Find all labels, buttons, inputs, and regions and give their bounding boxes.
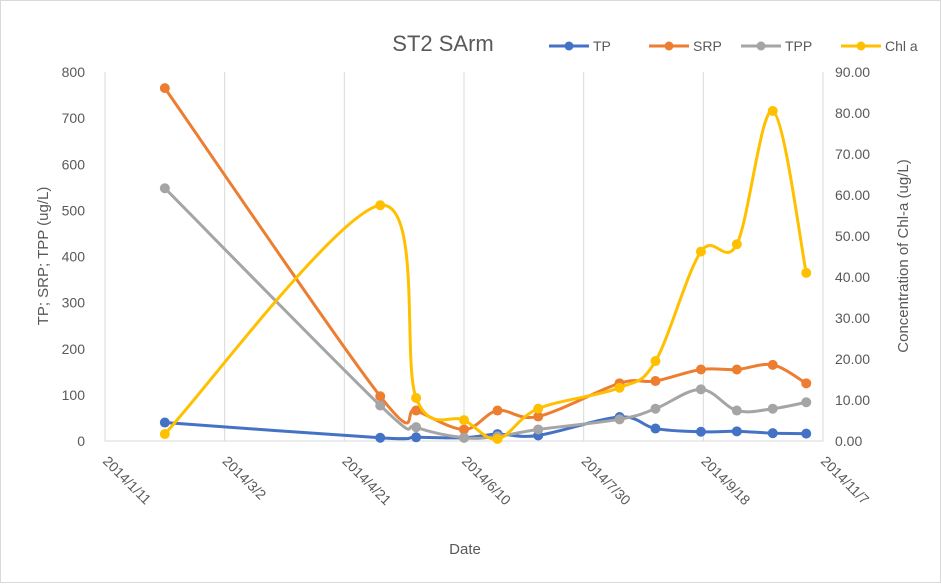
legend-swatch-marker bbox=[664, 41, 674, 51]
data-point-tpp bbox=[533, 424, 544, 435]
legend-label: SRP bbox=[693, 38, 722, 54]
data-point-chl-a bbox=[695, 246, 706, 257]
x-tick-label: 2014/7/30 bbox=[579, 453, 635, 509]
legend: TP SRP TPP Chl a bbox=[549, 38, 918, 54]
y-tick-label: 300 bbox=[62, 295, 86, 311]
y2-axis-title: Concentration of Chl-a (ug/L) bbox=[895, 159, 912, 352]
data-point-tp bbox=[767, 428, 778, 439]
data-point-srp bbox=[375, 391, 386, 402]
data-point-srp bbox=[492, 405, 503, 416]
data-point-chl-a bbox=[159, 429, 170, 440]
data-point-chl-a bbox=[650, 356, 661, 367]
data-point-tp bbox=[375, 432, 386, 443]
y-tick-label: 100 bbox=[62, 387, 86, 403]
y2-tick-label: 0.00 bbox=[835, 433, 862, 449]
data-point-srp bbox=[801, 378, 812, 389]
data-point-srp bbox=[731, 364, 742, 375]
y-tick-label: 800 bbox=[62, 64, 86, 80]
data-point-tpp bbox=[731, 405, 742, 416]
data-point-chl-a bbox=[801, 267, 812, 278]
data-point-srp bbox=[411, 405, 422, 416]
y-tick-label: 200 bbox=[62, 341, 86, 357]
series bbox=[159, 83, 812, 444]
legend-item-tpp: TPP bbox=[741, 38, 812, 54]
x-tick-label: 2014/9/18 bbox=[698, 453, 754, 509]
data-point-tpp bbox=[614, 414, 625, 425]
y2-tick-label: 20.00 bbox=[835, 351, 870, 367]
data-point-tp bbox=[731, 426, 742, 437]
x-tick-label: 2014/6/10 bbox=[459, 453, 515, 509]
data-point-srp bbox=[650, 376, 661, 387]
legend-swatch-marker bbox=[564, 41, 574, 51]
x-tick-label: 2014/1/11 bbox=[100, 453, 155, 508]
series-line-chl-a bbox=[163, 109, 808, 441]
y2-tick-label: 30.00 bbox=[835, 310, 870, 326]
data-point-tpp bbox=[411, 422, 422, 433]
x-tick-label: 2014/3/2 bbox=[220, 453, 270, 503]
data-point-chl-a bbox=[492, 433, 503, 444]
data-point-tpp bbox=[695, 384, 706, 395]
data-point-tp bbox=[159, 417, 170, 428]
data-point-tp bbox=[801, 428, 812, 439]
series-line-srp bbox=[163, 86, 808, 431]
x-tick-label: 2014/11/7 bbox=[818, 453, 873, 508]
legend-swatch-marker bbox=[756, 41, 766, 51]
series-chl-a bbox=[159, 105, 812, 444]
data-point-tp bbox=[411, 432, 422, 443]
y-tick-label: 0 bbox=[77, 433, 85, 449]
legend-item-chl-a: Chl a bbox=[841, 38, 918, 54]
y2-tick-label: 80.00 bbox=[835, 105, 870, 121]
x-axis-title: Date bbox=[449, 541, 481, 558]
data-point-srp bbox=[159, 83, 170, 94]
data-point-tpp bbox=[801, 397, 812, 408]
y2-tick-label: 10.00 bbox=[835, 392, 870, 408]
y2-tick-label: 70.00 bbox=[835, 146, 870, 162]
data-point-chl-a bbox=[533, 403, 544, 414]
data-point-tpp bbox=[375, 400, 386, 411]
y2-tick-label: 40.00 bbox=[835, 269, 870, 285]
data-point-chl-a bbox=[459, 415, 469, 426]
y2-tick-label: 60.00 bbox=[835, 187, 870, 203]
y2-tick-label: 50.00 bbox=[835, 228, 870, 244]
y-tick-label: 600 bbox=[62, 156, 86, 172]
legend-label: Chl a bbox=[885, 38, 918, 54]
gridlines bbox=[104, 72, 824, 441]
data-point-chl-a bbox=[411, 392, 422, 403]
data-point-tpp bbox=[650, 403, 661, 414]
y-tick-label: 500 bbox=[62, 202, 86, 218]
y-axis-title: TP; SRP; TPP (ug/L) bbox=[35, 187, 52, 326]
data-point-chl-a bbox=[767, 105, 778, 116]
data-point-tpp bbox=[159, 183, 170, 194]
data-point-srp bbox=[459, 424, 469, 435]
data-point-srp bbox=[695, 364, 706, 375]
data-point-chl-a bbox=[731, 239, 742, 250]
y-tick-label: 700 bbox=[62, 110, 86, 126]
y-tick-label: 400 bbox=[62, 249, 86, 265]
x-tick-label: 2014/4/21 bbox=[339, 453, 395, 509]
data-point-tp bbox=[650, 423, 661, 434]
data-point-chl-a bbox=[375, 200, 386, 211]
y2-tick-label: 90.00 bbox=[835, 64, 870, 80]
data-point-tpp bbox=[767, 403, 778, 414]
legend-label: TPP bbox=[785, 38, 812, 54]
data-point-tpp bbox=[459, 432, 469, 443]
legend-item-srp: SRP bbox=[649, 38, 722, 54]
data-point-srp bbox=[767, 359, 778, 370]
data-point-chl-a bbox=[614, 382, 625, 393]
data-point-tp bbox=[695, 426, 706, 437]
chart-title: ST2 SArm bbox=[392, 31, 493, 56]
axes: 2014/1/11 2014/3/2 2014/4/21 2014/6/10 2014/… bbox=[62, 64, 873, 508]
legend-swatch-marker bbox=[856, 41, 866, 51]
legend-label: TP bbox=[593, 38, 611, 54]
series-srp bbox=[159, 83, 812, 435]
legend-item-tp: TP bbox=[549, 38, 611, 54]
